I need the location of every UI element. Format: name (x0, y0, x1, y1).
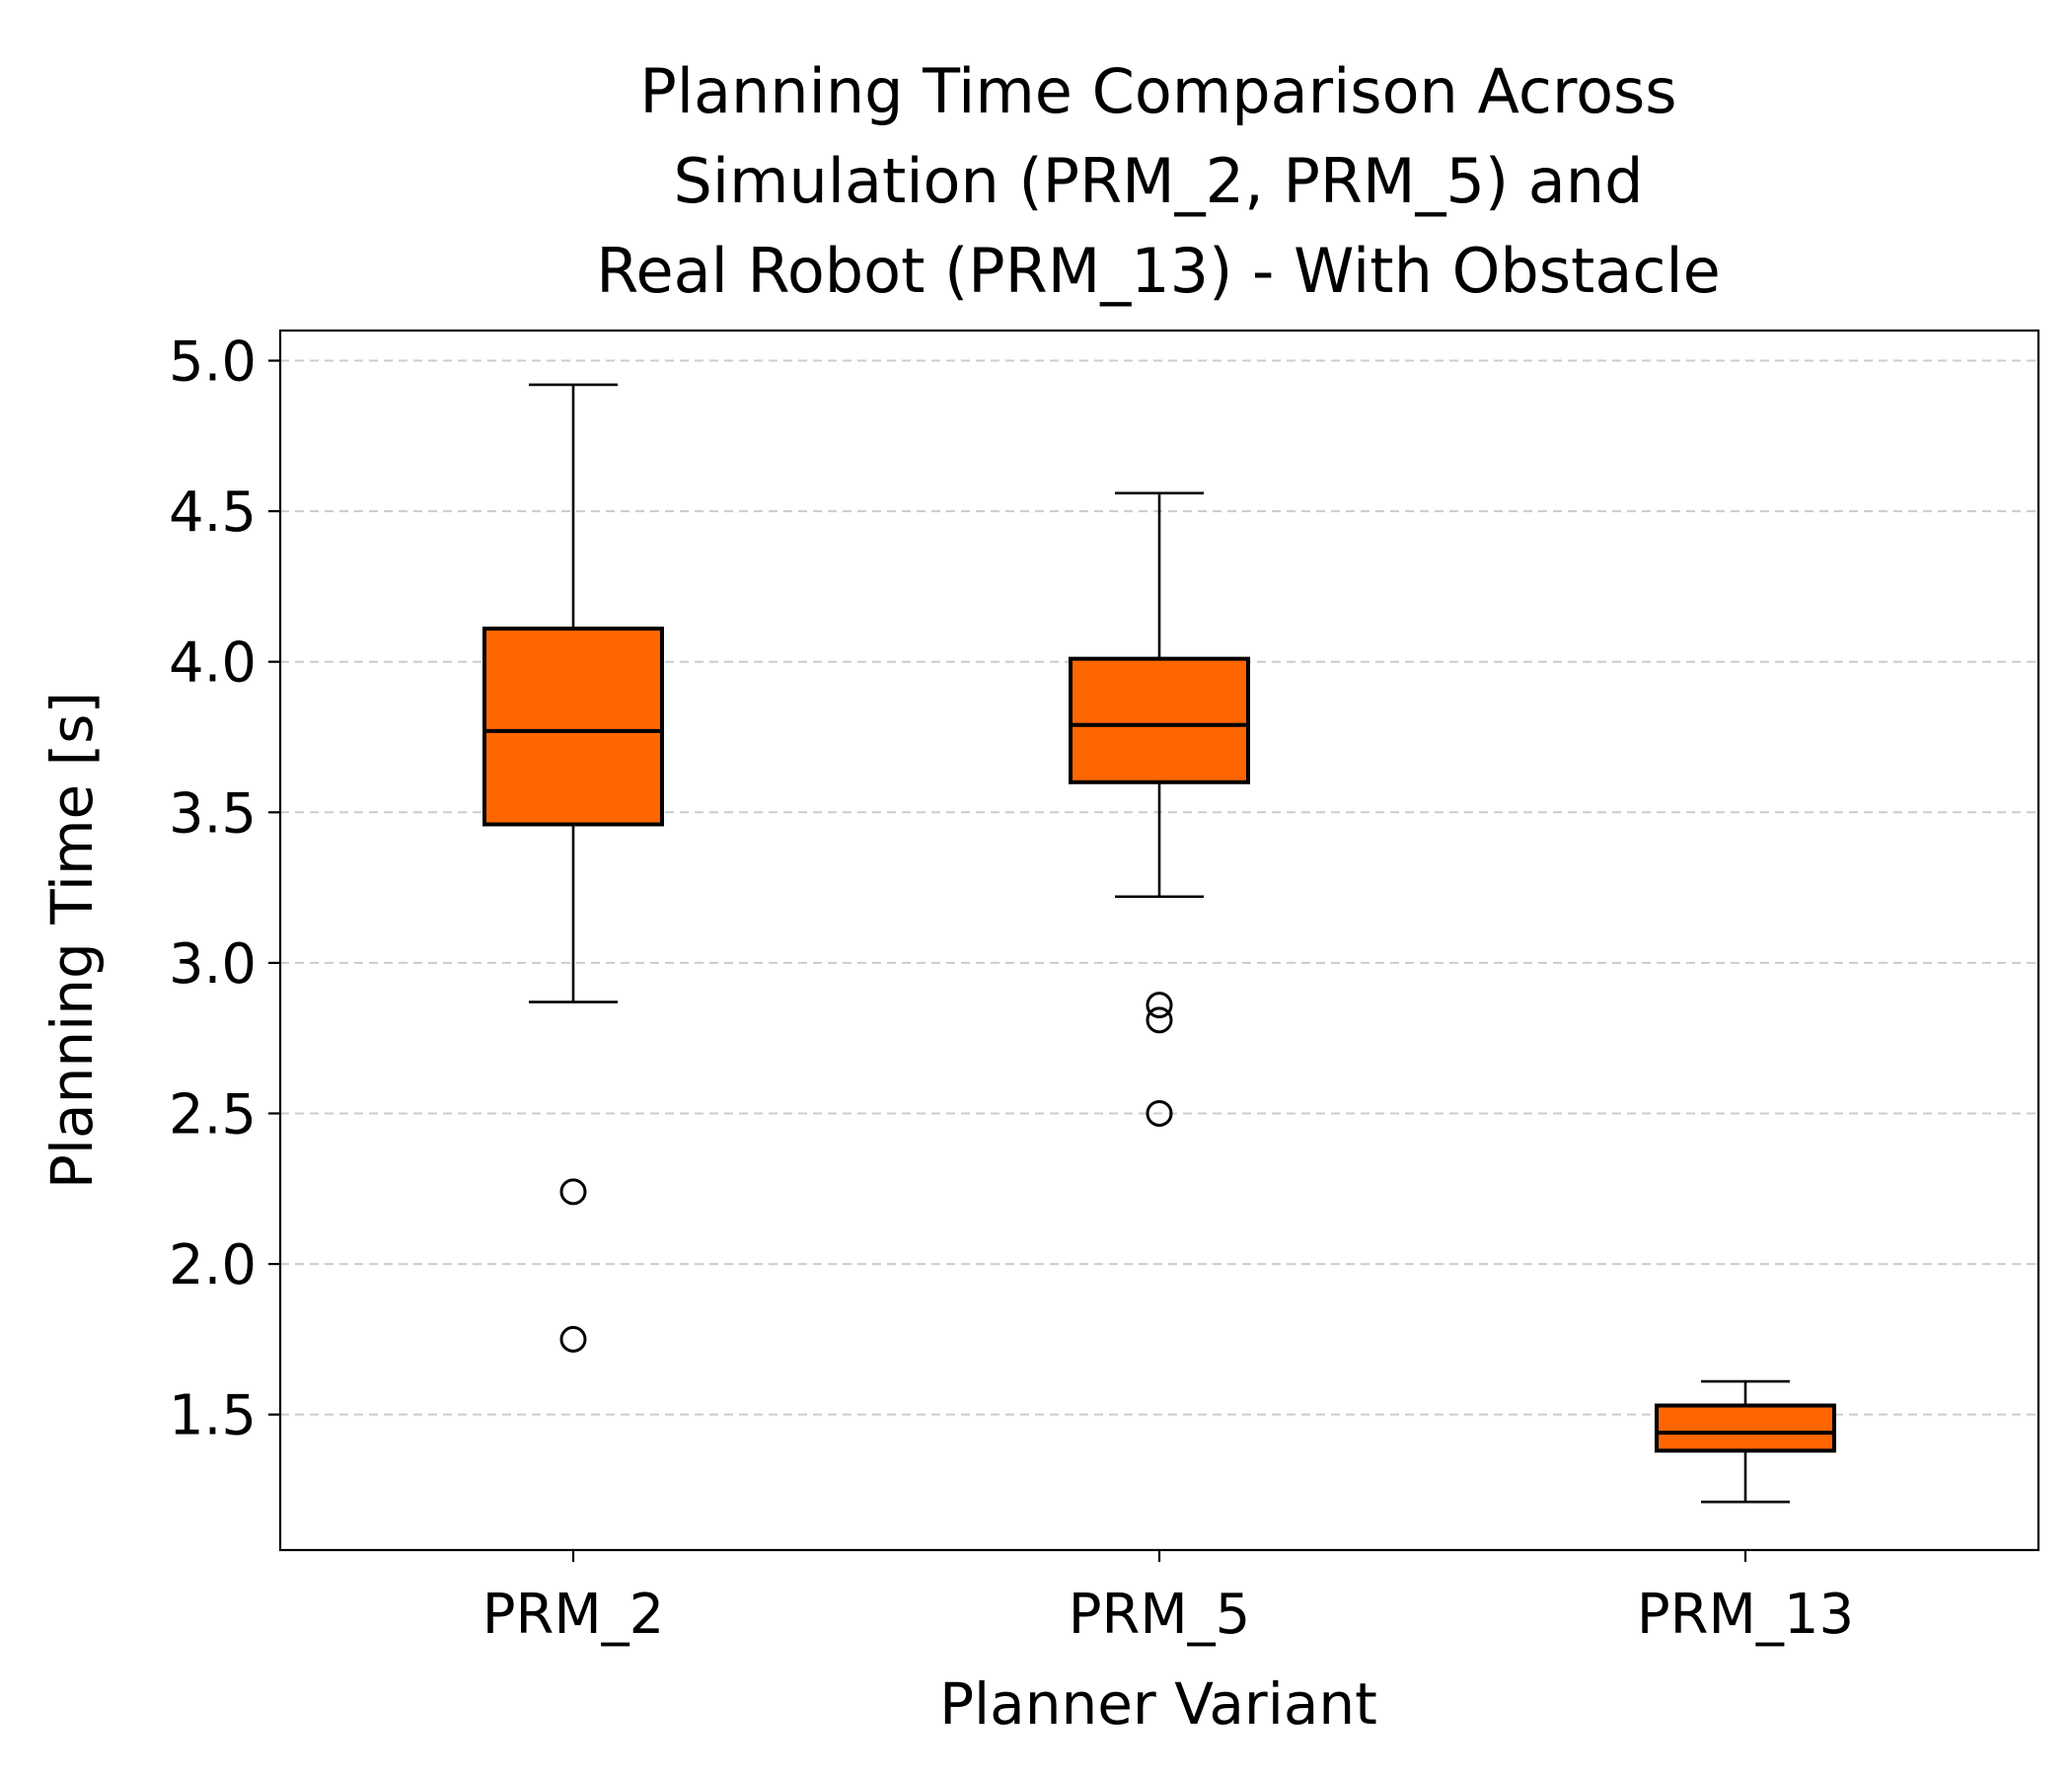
y-tick-label: 3.5 (169, 781, 257, 846)
y-axis-label: Planning Time [s] (38, 692, 106, 1189)
y-axis-ticks: 1.5 2.0 2.5 3.0 3.5 4.0 4.5 5.0 (169, 331, 280, 1448)
title-line-2: Simulation (PRM_2, PRM_5) and (674, 145, 1644, 217)
box-prm-13 (1655, 1379, 1836, 1504)
y-tick-label: 5.0 (169, 331, 257, 395)
outlier-point (559, 1178, 587, 1206)
y-tick-label: 3.0 (169, 932, 257, 997)
x-axis-label: Planner Variant (939, 1670, 1377, 1738)
title-line-3: Real Robot (PRM_13) - With Obstacle (596, 235, 1721, 307)
x-tick-label: PRM_13 (1637, 1583, 1854, 1647)
box-prm-5 (1069, 491, 1250, 1127)
outlier-point (1146, 1006, 1173, 1034)
outlier-point (559, 1325, 587, 1353)
y-tick-label: 4.0 (169, 631, 257, 696)
y-tick-label: 4.5 (169, 481, 257, 545)
iqr-box (1069, 656, 1250, 784)
x-tick-label: PRM_5 (1069, 1583, 1251, 1647)
box-prm-2 (482, 383, 664, 1353)
title-line-1: Planning Time Comparison Across (639, 55, 1676, 127)
boxes (482, 383, 1836, 1504)
iqr-box (482, 627, 664, 827)
outlier-point (1146, 1099, 1173, 1127)
x-axis-ticks: PRM_2 PRM_5 PRM_13 (482, 1550, 1854, 1647)
iqr-box (1655, 1403, 1836, 1453)
x-tick-label: PRM_2 (482, 1583, 665, 1647)
y-tick-label: 2.0 (169, 1233, 257, 1297)
y-tick-label: 1.5 (169, 1384, 257, 1448)
outlier-point (1146, 992, 1173, 1019)
y-tick-label: 2.5 (169, 1082, 257, 1147)
chart-title: Planning Time Comparison Across Simulati… (596, 55, 1721, 307)
